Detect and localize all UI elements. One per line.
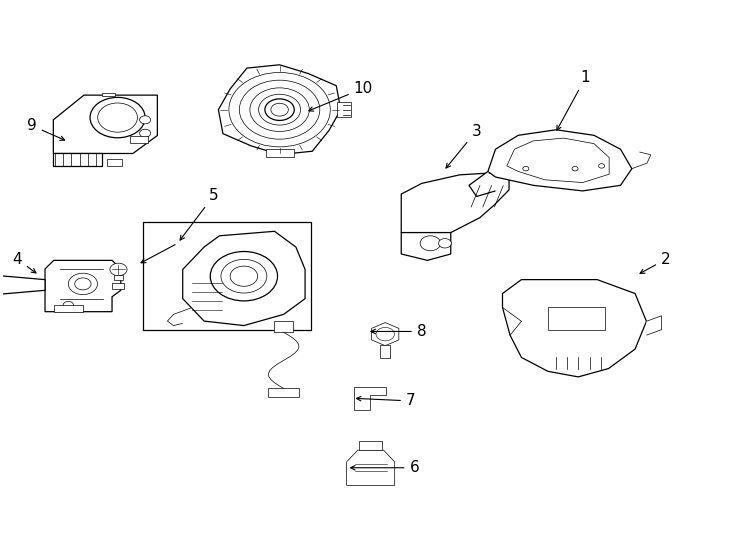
Circle shape — [420, 236, 440, 251]
Bar — [112, 283, 124, 289]
Circle shape — [265, 99, 294, 120]
Polygon shape — [0, 275, 45, 295]
Bar — [54, 153, 102, 166]
Polygon shape — [219, 65, 341, 154]
Circle shape — [139, 116, 150, 124]
Text: 9: 9 — [27, 118, 65, 140]
Circle shape — [139, 129, 150, 137]
Circle shape — [230, 266, 258, 286]
Polygon shape — [488, 130, 632, 191]
Polygon shape — [647, 316, 661, 335]
Bar — [275, 321, 293, 332]
Polygon shape — [469, 171, 495, 197]
Circle shape — [90, 97, 145, 138]
Polygon shape — [401, 173, 509, 233]
Polygon shape — [354, 387, 386, 410]
Bar — [143, 222, 311, 330]
Polygon shape — [183, 231, 305, 326]
Circle shape — [75, 278, 91, 290]
Circle shape — [221, 259, 267, 293]
Polygon shape — [167, 308, 192, 326]
Circle shape — [572, 166, 578, 171]
Circle shape — [110, 263, 127, 276]
Circle shape — [598, 164, 605, 168]
Bar — [360, 441, 382, 450]
Circle shape — [68, 273, 98, 295]
Text: 6: 6 — [351, 460, 419, 475]
Text: 8: 8 — [371, 324, 426, 339]
Bar — [102, 93, 115, 96]
Bar — [338, 102, 352, 117]
Bar — [380, 345, 390, 358]
Text: 3: 3 — [446, 124, 482, 168]
Text: 2: 2 — [640, 252, 670, 273]
Polygon shape — [503, 280, 647, 377]
Bar — [54, 305, 83, 312]
Circle shape — [98, 103, 137, 132]
Bar — [548, 307, 605, 329]
Text: 10: 10 — [309, 81, 373, 111]
Text: 4: 4 — [12, 252, 36, 273]
Circle shape — [271, 103, 288, 116]
Bar — [114, 275, 123, 280]
Bar — [107, 159, 122, 166]
Bar — [266, 150, 294, 157]
Circle shape — [376, 327, 394, 341]
Polygon shape — [401, 233, 451, 260]
Bar — [269, 388, 299, 397]
Text: 7: 7 — [357, 394, 415, 408]
Polygon shape — [632, 152, 651, 168]
Bar — [130, 136, 148, 144]
Circle shape — [523, 166, 528, 171]
Polygon shape — [346, 450, 395, 485]
Polygon shape — [54, 95, 157, 153]
Text: 5: 5 — [180, 188, 219, 240]
Polygon shape — [45, 260, 121, 312]
Circle shape — [438, 239, 451, 248]
Circle shape — [210, 252, 277, 301]
Polygon shape — [371, 322, 399, 346]
Circle shape — [63, 301, 73, 309]
Text: 1: 1 — [557, 70, 590, 130]
